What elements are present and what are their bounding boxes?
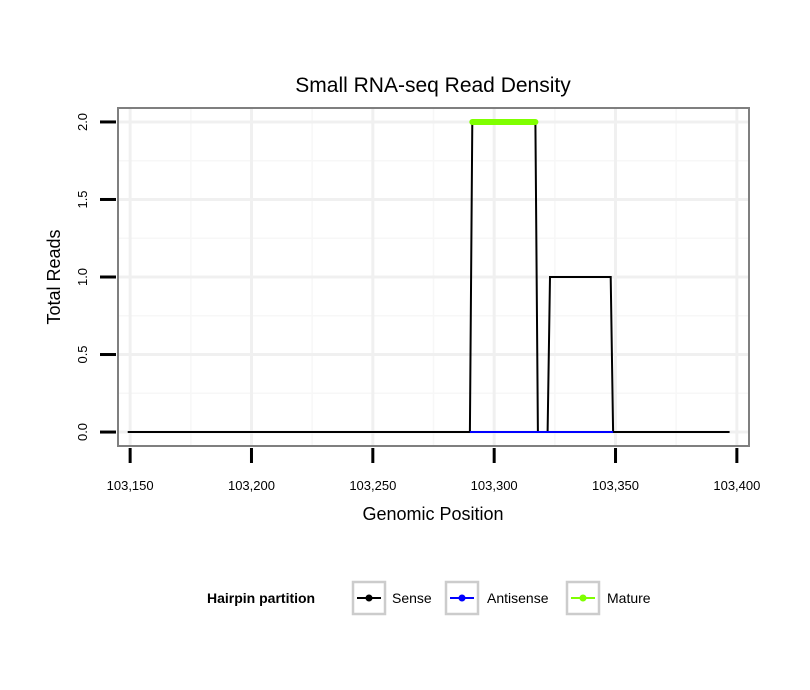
grid bbox=[118, 108, 749, 446]
legend-key-dot bbox=[458, 594, 466, 602]
x-tick-label: 103,250 bbox=[349, 478, 396, 493]
legend-title: Hairpin partition bbox=[207, 590, 315, 606]
y-axis-title: Total Reads bbox=[44, 229, 64, 324]
legend-item-mature: Mature bbox=[565, 580, 651, 616]
y-tick-label: 0.5 bbox=[75, 345, 90, 363]
legend-key-dot bbox=[579, 594, 587, 602]
legend-key-dot bbox=[365, 594, 373, 602]
x-tick-label: 103,150 bbox=[107, 478, 154, 493]
x-tick-label: 103,300 bbox=[471, 478, 518, 493]
legend-item-antisense: Antisense bbox=[444, 580, 549, 616]
x-axis: 103,150 103,200 103,250 103,300 103,350 103,4… bbox=[107, 448, 760, 493]
legend-label: Sense bbox=[392, 590, 432, 606]
series-layer bbox=[127, 119, 730, 433]
x-tick-label: 103,400 bbox=[713, 478, 760, 493]
x-axis-title: Genomic Position bbox=[362, 504, 503, 524]
y-tick-label: 1.5 bbox=[75, 190, 90, 208]
y-tick-label: 1.0 bbox=[75, 268, 90, 286]
legend-label: Antisense bbox=[487, 590, 549, 606]
plot-panel-border bbox=[117, 107, 750, 447]
legend: Hairpin partition Sense Antisense Mature bbox=[207, 580, 651, 616]
y-axis: 0.0 0.5 1.0 1.5 2.0 bbox=[75, 113, 116, 441]
x-tick-label: 103,350 bbox=[592, 478, 639, 493]
chart-title: Small RNA-seq Read Density bbox=[295, 74, 571, 97]
y-tick-label: 2.0 bbox=[75, 113, 90, 131]
x-tick-label: 103,200 bbox=[228, 478, 275, 493]
y-tick-label: 0.0 bbox=[75, 423, 90, 441]
legend-label: Mature bbox=[607, 590, 651, 606]
legend-item-sense: Sense bbox=[351, 580, 432, 616]
